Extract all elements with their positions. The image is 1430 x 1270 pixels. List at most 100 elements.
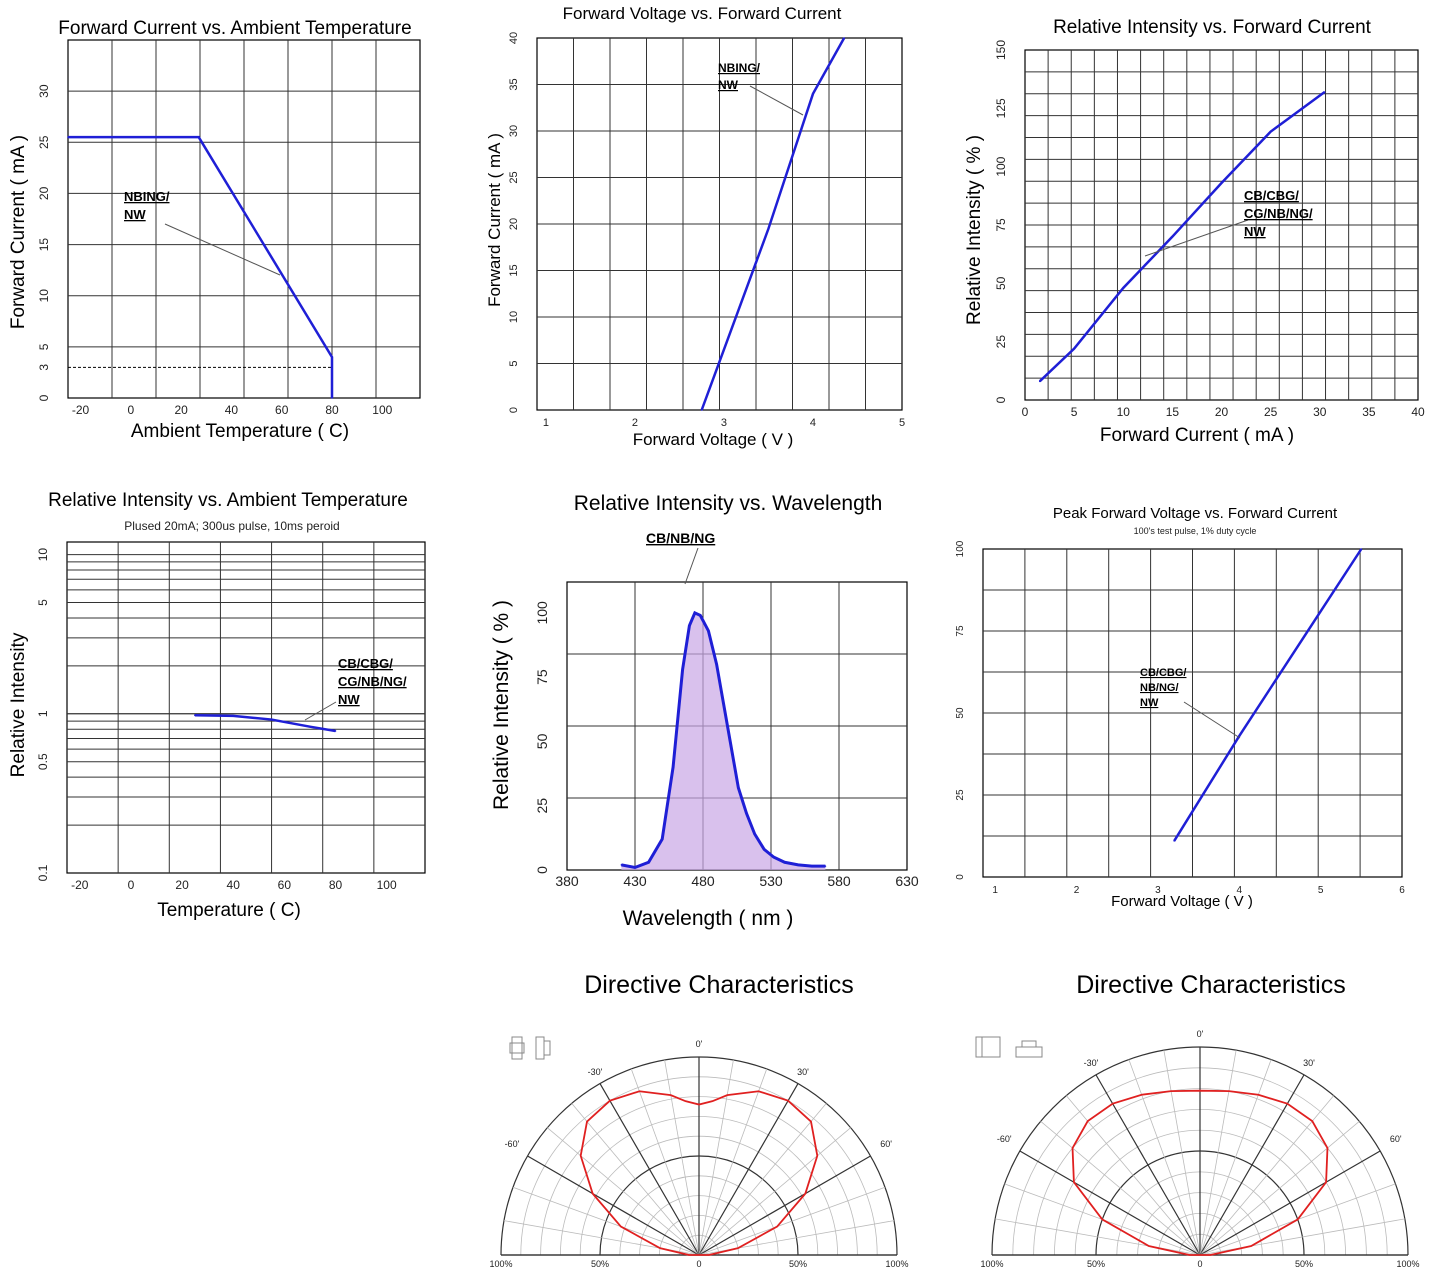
polar-spoke bbox=[1065, 1095, 1201, 1256]
annotation-line-1: NBING/ bbox=[718, 61, 761, 75]
annotation-leader-line bbox=[304, 701, 337, 721]
polar-spoke bbox=[1095, 1074, 1201, 1256]
y-tick-label: 25 bbox=[534, 798, 550, 814]
chart-subtitle: Plused 20mA; 300us pulse, 10ms peroid bbox=[124, 519, 339, 533]
x-tick-label: 580 bbox=[827, 873, 851, 889]
package-outline-icons bbox=[975, 1036, 1043, 1058]
polar-spoke bbox=[1128, 1059, 1201, 1256]
chart-peak-forward-voltage-vs-forward-current: Peak Forward Voltage vs. Forward Current… bbox=[950, 470, 1430, 940]
x-tick-label: 30 bbox=[1313, 405, 1327, 419]
x-tick-label: 25 bbox=[1264, 405, 1278, 419]
y-tick-label: 100 bbox=[994, 156, 1008, 176]
y-tick-label: 0 bbox=[508, 407, 520, 413]
x-tick-label: 2 bbox=[632, 417, 638, 429]
data-point bbox=[707, 630, 710, 632]
chart-svg: Relative Intensity vs. Ambient Temperatu… bbox=[8, 490, 426, 921]
polar-spoke bbox=[630, 1068, 700, 1256]
data-point bbox=[647, 861, 650, 864]
x-tick-label: 40 bbox=[227, 878, 241, 892]
x-tick-label: 3 bbox=[721, 417, 727, 429]
y-axis-label: Forward Current ( mA ) bbox=[8, 135, 29, 329]
chart-forward-voltage-vs-forward-current: Forward Voltage vs. Forward Current Forw… bbox=[470, 0, 940, 460]
chart-title: Relative Intensity vs. Forward Current bbox=[1053, 17, 1372, 38]
x-tick-label: 630 bbox=[895, 873, 919, 889]
x-tick-label: 20 bbox=[174, 403, 188, 417]
data-point bbox=[700, 409, 703, 411]
polar-spoke bbox=[698, 1103, 827, 1256]
x-tick-label: 4 bbox=[810, 417, 816, 429]
y-tick-label: 35 bbox=[508, 78, 520, 90]
y-tick-label: 25 bbox=[994, 335, 1008, 349]
x-tick-label: 4 bbox=[1237, 885, 1243, 896]
chart-svg: Relative Intensity vs. Forward Current F… bbox=[964, 17, 1425, 446]
x-tick-label: 1 bbox=[992, 885, 998, 896]
annotation-line-1: CB/CBG/ bbox=[338, 656, 393, 671]
y-axis-label: Forward Current ( mA ) bbox=[485, 133, 504, 307]
polar-angle-label: -60' bbox=[997, 1134, 1012, 1144]
x-tick-label: 430 bbox=[623, 873, 647, 889]
spectrum-area bbox=[621, 612, 826, 870]
annotation-line-1: CB/CBG/ bbox=[1140, 667, 1186, 679]
chart-directive-characteristics-1: Directive Characteristics 0' -30' 30' -60' 6… bbox=[470, 955, 950, 1270]
polar-spoke bbox=[1199, 1150, 1381, 1256]
y-tick-label: 0.1 bbox=[36, 864, 50, 881]
polar-spoke bbox=[1199, 1059, 1272, 1256]
annotation-line-3: NW bbox=[1244, 224, 1266, 239]
polar-angle-label: 60' bbox=[1390, 1134, 1402, 1144]
data-point bbox=[1173, 840, 1175, 842]
polar-spoke bbox=[1199, 1074, 1305, 1256]
x-tick-label: 100 bbox=[372, 403, 392, 417]
chart-svg: Relative Intensity vs. Wavelength Wavele… bbox=[490, 492, 919, 930]
x-tick-label: 60 bbox=[278, 878, 292, 892]
data-series-line bbox=[1173, 548, 1363, 842]
x-tick-label: 0 bbox=[128, 403, 135, 417]
x-tick-label: 530 bbox=[759, 873, 783, 889]
data-point bbox=[1323, 91, 1326, 93]
polar-angle-label: 30' bbox=[1303, 1058, 1315, 1068]
x-axis-label: Forward Voltage ( V ) bbox=[633, 430, 794, 449]
data-point bbox=[1038, 380, 1041, 383]
x-tick-label: 380 bbox=[555, 873, 579, 889]
polar-svg: Directive Characteristics 0' -30' 30' -60' 6… bbox=[975, 971, 1420, 1269]
data-point bbox=[1220, 182, 1223, 184]
annotation-leader-line bbox=[749, 85, 804, 116]
data-point bbox=[763, 848, 765, 851]
y-tick-label: 15 bbox=[37, 238, 51, 252]
polar-angle-label: -30' bbox=[588, 1067, 603, 1077]
x-tick-label: 35 bbox=[1362, 405, 1376, 419]
annotation-leader-line bbox=[684, 547, 699, 585]
polar-spoke bbox=[1019, 1150, 1201, 1256]
y-tick-label: 5 bbox=[508, 360, 520, 366]
polar-spoke bbox=[599, 1083, 700, 1256]
data-point bbox=[331, 397, 333, 399]
data-point bbox=[672, 766, 674, 768]
data-point bbox=[331, 356, 333, 358]
polar-spoke bbox=[527, 1155, 700, 1256]
x-tick-label: 5 bbox=[899, 417, 905, 429]
data-point bbox=[772, 856, 775, 858]
polar-svg: Directive Characteristics 0' -30' 30' -60' 6… bbox=[489, 971, 908, 1269]
x-tick-label: 6 bbox=[1399, 885, 1405, 896]
x-axis-label: Forward Current ( mA ) bbox=[1100, 425, 1294, 446]
data-point bbox=[232, 715, 235, 717]
chart-forward-current-vs-ambient-temperature: Forward Current vs. Ambient Temperature … bbox=[0, 0, 460, 460]
chart-relative-intensity-vs-wavelength: Relative Intensity vs. Wavelength Wavele… bbox=[470, 470, 950, 940]
x-tick-label: -20 bbox=[72, 403, 90, 417]
data-point bbox=[661, 838, 663, 840]
polar-radial-label: 50% bbox=[1295, 1259, 1313, 1269]
y-tick-label: 10 bbox=[508, 311, 520, 323]
polar-angle-label: 0' bbox=[696, 1039, 703, 1049]
polar-radial-label: 100% bbox=[489, 1259, 512, 1269]
data-point bbox=[783, 861, 786, 864]
polar-spoke bbox=[1199, 1050, 1237, 1256]
chart-svg: Peak Forward Voltage vs. Forward Current… bbox=[955, 505, 1405, 910]
annotation-line-2: NB/NG/ bbox=[1140, 682, 1179, 694]
y-tick-label: 10 bbox=[37, 289, 51, 303]
data-point bbox=[797, 864, 799, 866]
y-tick-label: 50 bbox=[994, 276, 1008, 290]
polar-angle-label: 0' bbox=[1197, 1029, 1204, 1039]
data-point bbox=[1122, 287, 1125, 289]
data-point bbox=[694, 612, 696, 614]
package-outline-icons bbox=[509, 1036, 551, 1060]
x-tick-label: 1 bbox=[543, 417, 549, 429]
